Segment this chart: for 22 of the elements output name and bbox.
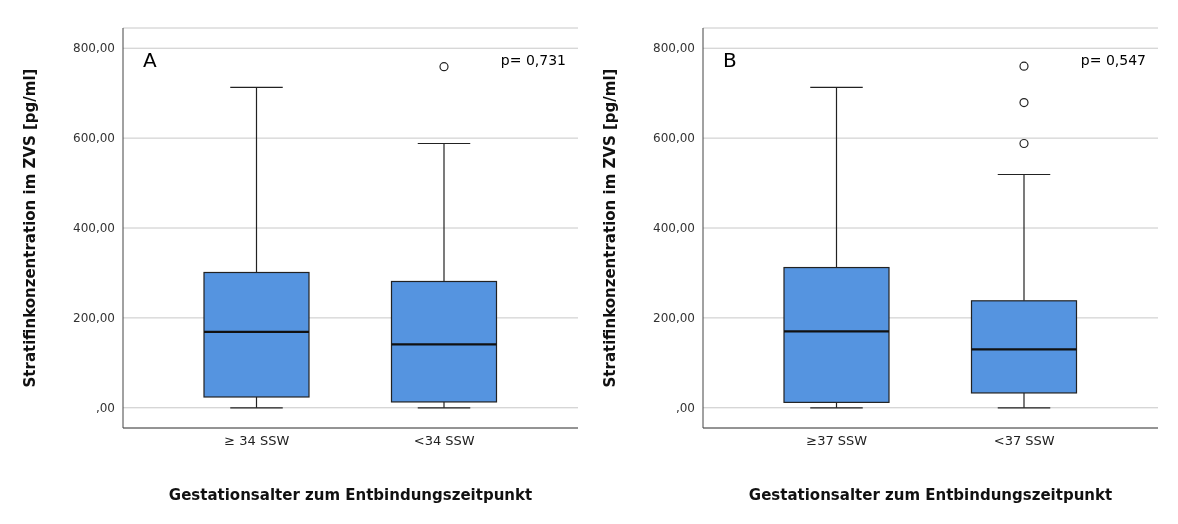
y-tick-label: 400,00	[653, 221, 695, 236]
y-tick-label: 400,00	[73, 221, 115, 236]
annotation: B	[723, 48, 737, 72]
x-axis-title: Gestationsalter zum Entbindungszeitpunkt	[168, 486, 533, 504]
y-tick-label: 200,00	[73, 311, 115, 326]
y-axis-title: Stratifinkonzentration im ZVS [pg/ml]	[21, 68, 40, 388]
x-tick-label: ≥37 SSW	[806, 433, 868, 449]
y-tick-label: 800,00	[73, 41, 115, 56]
y-tick-label: ,00	[675, 401, 695, 416]
y-tick-label: 200,00	[653, 311, 695, 326]
y-tick-label: 800,00	[653, 41, 695, 56]
y-tick-label: ,00	[95, 401, 115, 416]
x-tick-label: ≥ 34 SSW	[224, 433, 290, 449]
y-tick-label: 600,00	[653, 131, 695, 146]
y-tick-label: 600,00	[73, 131, 115, 146]
x-tick-label: <37 SSW	[993, 433, 1055, 449]
x-tick-label: <34 SSW	[413, 433, 475, 449]
x-axis-title: Gestationsalter zum Entbindungszeitpunkt	[748, 486, 1113, 504]
y-axis-title: Stratifinkonzentration im ZVS [pg/ml]	[601, 68, 620, 388]
annotation: A	[143, 48, 157, 72]
annotation: p= 0,547	[1080, 52, 1146, 68]
annotation: p= 0,731	[500, 52, 566, 68]
